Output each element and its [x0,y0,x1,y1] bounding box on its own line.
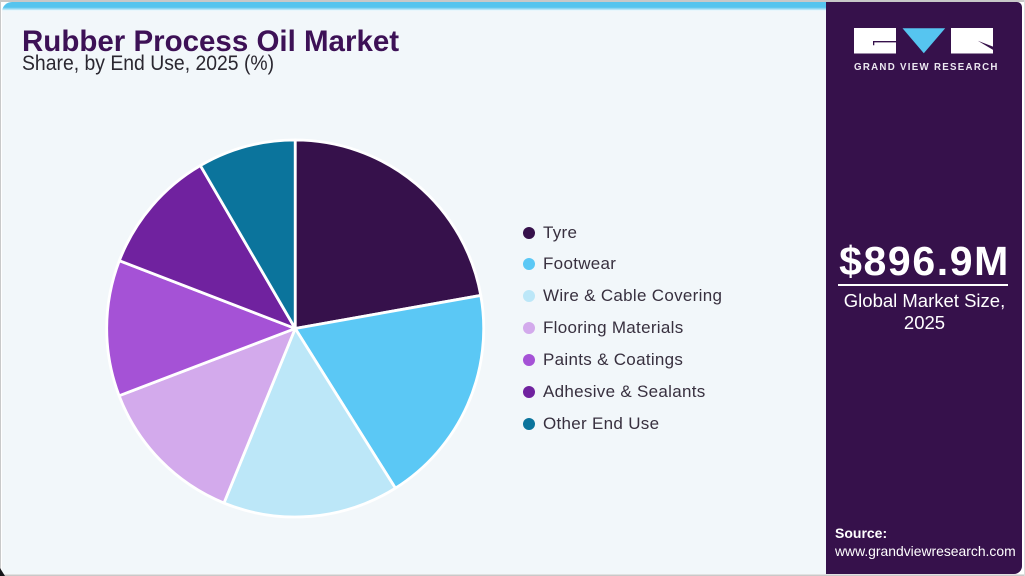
svg-text:GRAND VIEW RESEARCH: GRAND VIEW RESEARCH [854,62,999,73]
